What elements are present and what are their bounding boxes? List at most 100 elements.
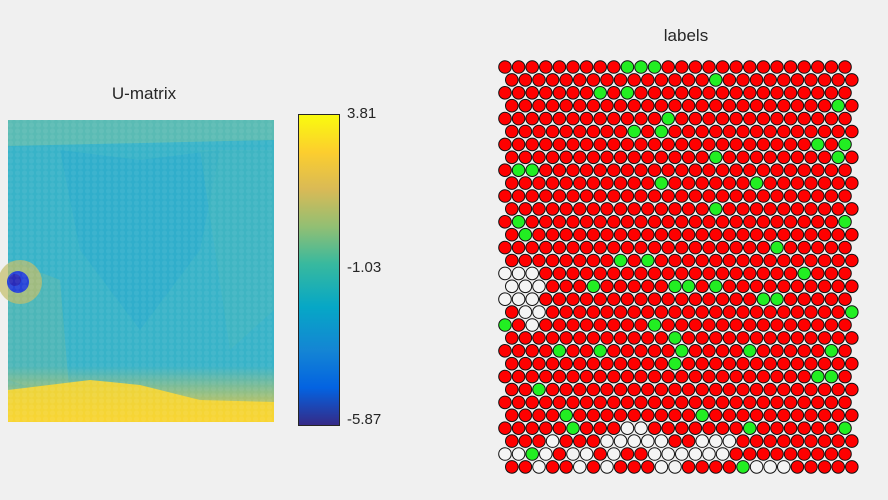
label-cell-red (688, 318, 703, 332)
label-cell-red (688, 369, 703, 384)
label-cell-red (607, 292, 621, 306)
label-cell-red (498, 137, 512, 152)
label-cell-red (559, 434, 573, 448)
label-cell-red (811, 395, 825, 410)
label-cell-red (661, 163, 675, 177)
label-cell-red (579, 344, 594, 358)
label-cell-red (613, 227, 628, 242)
label-cell-red (552, 111, 567, 126)
label-cell-red (504, 253, 519, 268)
label-cell-red (539, 86, 553, 100)
label-cell-red (634, 240, 648, 255)
label-cell-red (545, 408, 560, 423)
label-cell-white (695, 434, 709, 448)
label-cell-red (579, 266, 594, 281)
label-cell-red (504, 434, 519, 448)
label-cell-white (498, 266, 512, 281)
label-cell-red (695, 124, 709, 139)
label-cell-red (688, 344, 703, 358)
label-cell-red (661, 395, 675, 410)
label-cell-red (749, 331, 764, 345)
label-cell-red (688, 60, 703, 74)
label-cell-red (804, 331, 818, 345)
label-cell-red (804, 408, 818, 423)
label-cell-red (559, 124, 573, 139)
colorbar-tick-mid: -1.03 (347, 259, 382, 276)
label-cell-red (607, 318, 621, 332)
label-cell-red (729, 318, 743, 332)
label-cell-red (661, 344, 675, 358)
label-cell-red (600, 98, 614, 113)
label-cell-red (539, 344, 553, 358)
label-cell-red (736, 305, 750, 319)
label-cell-red (824, 215, 839, 229)
label-cell-red (777, 98, 791, 113)
label-cell-red (518, 202, 533, 216)
label-cell-red (573, 382, 587, 397)
label-cell-red (749, 382, 764, 397)
label-cell-red (545, 382, 560, 397)
label-cell-red (668, 124, 682, 139)
label-cell-red (593, 60, 607, 74)
label-cell-red (627, 408, 641, 423)
label-cell-red (790, 150, 805, 165)
label-cell-red (525, 137, 540, 152)
label-cell-red (804, 253, 818, 268)
label-cell-red (627, 331, 641, 345)
label-cell-red (566, 111, 580, 126)
label-cell-green (845, 305, 859, 319)
label-cell-red (715, 266, 730, 281)
label-cell-green (668, 356, 682, 371)
label-cell-red (607, 163, 621, 177)
label-cell-red (634, 292, 648, 306)
label-cell-red (838, 86, 852, 100)
label-cell-red (709, 331, 723, 345)
label-cell-red (824, 86, 839, 100)
label-cell-red (552, 163, 567, 177)
label-cell-white (525, 266, 540, 281)
umatrix-heatmap (0, 120, 274, 422)
label-cell-red (756, 447, 771, 461)
label-cell-white (668, 460, 682, 474)
label-cell-green (675, 344, 689, 358)
label-cell-red (749, 124, 764, 139)
label-cell-red (817, 176, 832, 190)
label-cell-red (641, 98, 655, 113)
label-cell-red (804, 356, 818, 371)
label-cell-red (797, 215, 812, 229)
label-cell-red (518, 434, 533, 448)
label-cell-red (525, 60, 540, 74)
label-cell-red (593, 215, 607, 229)
label-cell-red (790, 331, 805, 345)
label-cell-white (600, 434, 614, 448)
label-cell-red (749, 434, 764, 448)
label-cell-white (511, 447, 526, 461)
label-cell-red (647, 344, 662, 358)
label-cell-red (722, 305, 737, 319)
label-cell-red (566, 60, 580, 74)
label-cell-red (777, 176, 791, 190)
label-cell-white (539, 447, 553, 461)
label-cell-red (777, 227, 791, 242)
label-cell-red (504, 460, 519, 474)
label-cell-red (620, 318, 635, 332)
label-cell-red (573, 98, 587, 113)
label-cell-red (749, 253, 764, 268)
label-cell-red (763, 434, 778, 448)
label-cell-red (627, 356, 641, 371)
label-cell-red (573, 227, 587, 242)
label-cell-red (668, 434, 682, 448)
label-cell-green (620, 86, 635, 100)
label-cell-green (641, 253, 655, 268)
label-cell-red (845, 124, 859, 139)
label-cell-red (641, 279, 655, 294)
label-cell-green (525, 447, 540, 461)
label-cell-red (722, 227, 737, 242)
label-cell-red (539, 240, 553, 255)
label-cell-red (586, 176, 601, 190)
label-cell-red (790, 305, 805, 319)
label-cell-red (498, 215, 512, 229)
label-cell-red (613, 279, 628, 294)
label-cell-red (722, 98, 737, 113)
label-cell-green (838, 137, 852, 152)
